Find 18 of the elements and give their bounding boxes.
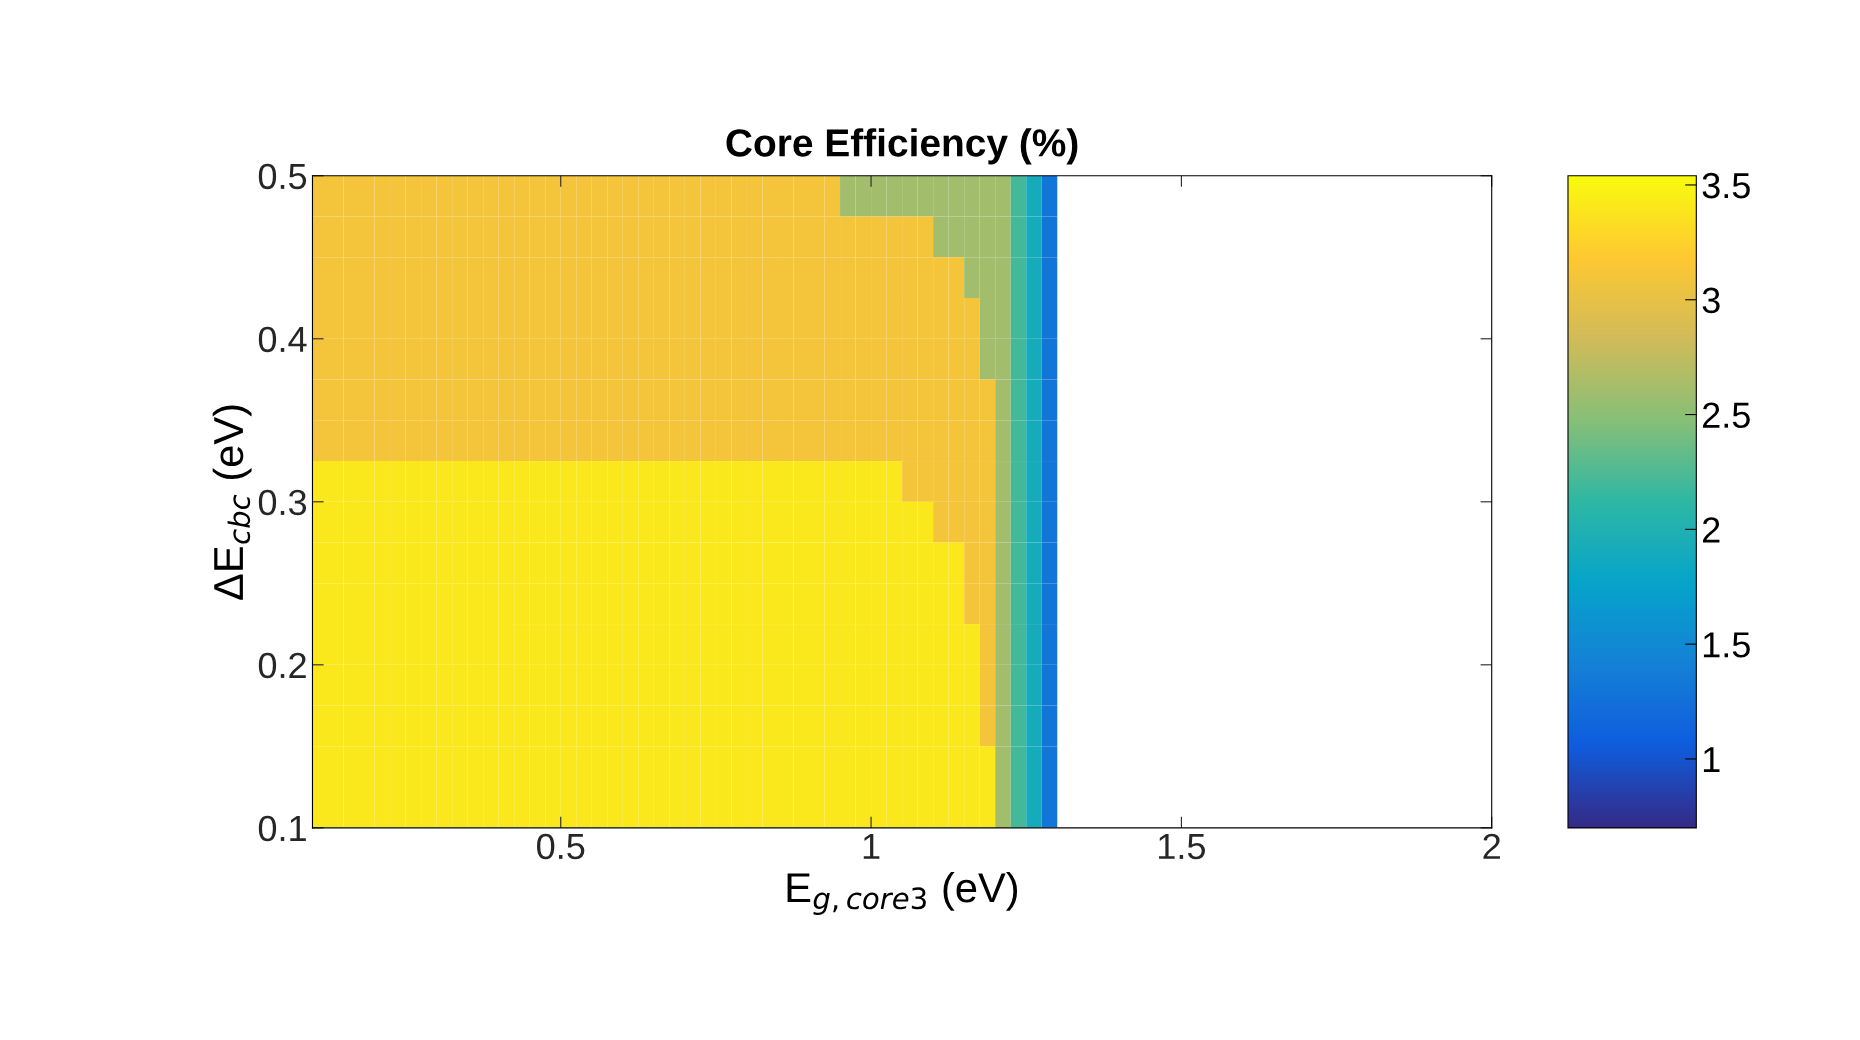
color-bar-label: 1.5 [1703, 632, 1750, 658]
x-tick-label: 1.5 [1159, 834, 1205, 860]
y-tick-label: 0.2 [258, 652, 306, 679]
color-bar-label: 2 [1703, 517, 1720, 543]
x-tick-label: 0.5 [537, 833, 585, 860]
color-bar-label: 3 [1702, 287, 1720, 314]
y-tick-label: 0.1 [258, 815, 306, 842]
y-tick-label: 0.5 [258, 163, 307, 190]
y-axis-title: ΔE$_{cbc}$ (eV) [212, 405, 252, 600]
color-bar-label: 2.5 [1703, 402, 1750, 428]
chart-title: Core Efficiency (%) [726, 128, 1078, 165]
x-tick-label: 2 [1483, 833, 1500, 859]
x-tick-label: 1 [863, 834, 880, 859]
color-bar-label: 3.5 [1702, 172, 1750, 199]
y-tick-label: 0.3 [258, 489, 307, 516]
y-tick-label: 0.4 [258, 326, 307, 353]
x-axis-title: E$_{g,core3}$ (eV) [787, 871, 1018, 916]
color-bar-label: 1 [1703, 747, 1720, 773]
